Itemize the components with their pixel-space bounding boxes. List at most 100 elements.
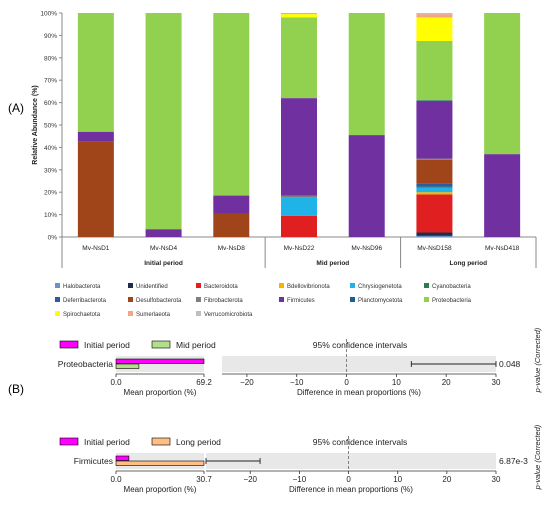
category-label: Mv-NsD96 (351, 245, 382, 252)
legend-swatch (424, 283, 429, 288)
difference-axis-title: Difference in mean proportions (%) (297, 388, 421, 397)
y-tick-label: 20% (44, 190, 57, 197)
legend-swatch (350, 283, 355, 288)
legend-swatch (55, 311, 60, 316)
mean-proportion-bar (115, 358, 205, 364)
y-tick-label: 60% (44, 100, 57, 107)
y-tick-label: 40% (44, 145, 57, 152)
y-tick-label: 0% (48, 235, 58, 242)
y-tick-label: 70% (44, 78, 57, 85)
legend-swatch (424, 297, 429, 302)
bar-segment-sumerlaeota (416, 14, 453, 18)
category-label: Mv-NsD418 (485, 245, 520, 252)
bar-segment-verrucomicrobiota (416, 13, 453, 15)
bar-segment-sumerlaeota (281, 13, 317, 15)
difference-axis-title: Difference in mean proportions (%) (289, 485, 413, 494)
legend-label: Unidentified (136, 284, 168, 290)
bar-segment-deferribacterota (416, 183, 453, 187)
bar-segment-firmicutes (281, 98, 317, 196)
bar-segment-desulfobacterota (77, 141, 114, 237)
legend-label: Initial period (84, 437, 130, 447)
legend-swatch (279, 283, 284, 288)
bar-segment-cyanobacteria (416, 186, 453, 188)
bar-segment-spirochaetota (416, 17, 453, 41)
stacked-bar-chart: 0% 10% 20% 30% 40% 50% 60% 70% 80% 90% 100% Relativ… (32, 11, 537, 318)
difference-axis-tick-label: 10 (392, 378, 401, 387)
bar-segment-proteobacteria (281, 17, 317, 99)
legend-label: Proteobacteria (432, 298, 472, 304)
category-label: Mv-NsD158 (417, 245, 452, 252)
legend-swatch (55, 283, 60, 288)
legend-swatch (151, 340, 171, 349)
legend-swatch (128, 283, 133, 288)
bar-segment-proteobacteria (213, 13, 250, 196)
legend-swatch (196, 283, 201, 288)
bar-segment-chrysiogenetota (416, 187, 453, 193)
bar-segment-fibrobacterota (416, 158, 453, 160)
difference-axis-tick-label: 30 (492, 475, 501, 484)
group-label: Initial period (144, 260, 183, 267)
legend-label: Chrysiogenetota (358, 284, 402, 290)
p-value: 0.048 (499, 359, 521, 369)
bar-segment-proteobacteria (77, 13, 114, 132)
legend-label: Firmicutes (287, 298, 315, 304)
legend-swatch (279, 297, 284, 302)
category-label: Mv-NsD22 (284, 245, 315, 252)
legend-swatch (196, 297, 201, 302)
legend-label: Desulfobacterota (136, 298, 182, 304)
difference-axis-tick-label: −10 (290, 378, 304, 387)
bar-segment-unidentified (416, 232, 453, 236)
bar-segment-planctomycetota (416, 100, 453, 102)
bar-segment-proteobacteria (348, 13, 385, 136)
mean-axis-title: Mean proportion (%) (124, 388, 197, 397)
legend-swatch (59, 437, 79, 446)
bar-segment-proteobacteria (416, 41, 453, 101)
category-label: Mv-NsD4 (150, 245, 177, 252)
ci-title: 95% confidence intervals (313, 437, 408, 447)
bar-segment-firmicutes (416, 101, 453, 159)
p-value-axis-title: p-value (Corrected) (533, 327, 542, 393)
category-label: Mv-NsD8 (218, 245, 245, 252)
mean-proportion-bar (115, 455, 130, 461)
extended-error-bar-chart-mid: Initial period Mid period 95% confidence i… (58, 327, 542, 397)
y-tick-label: 30% (44, 167, 57, 174)
legend-swatch (128, 297, 133, 302)
difference-axis-tick-label: 0 (344, 378, 349, 387)
bar-segment-spirochaetota (281, 14, 317, 18)
legend-label: Bacteroidota (204, 284, 238, 290)
bar-segment-proteobacteria (484, 13, 521, 155)
mean-axis-tick-label: 0.0 (110, 378, 122, 387)
group-label: Long period (450, 260, 488, 267)
p-value: 6.87e-3 (499, 456, 528, 466)
legend-label: Bdellovibrionota (287, 284, 330, 290)
bar-segment-bacteroidota (416, 194, 453, 233)
bar-segment-proteobacteria (145, 13, 182, 230)
bar-segment-firmicutes (213, 195, 250, 214)
y-tick-label: 10% (44, 212, 57, 219)
difference-axis-tick-label: 20 (442, 475, 451, 484)
bar-segment-firmicutes (348, 135, 385, 237)
legend-swatch (350, 297, 355, 302)
bar-segment-desulfobacterota (213, 213, 250, 237)
mean-proportion-bar (115, 460, 205, 466)
bar-segment-chrysiogenetota (281, 197, 317, 216)
legend-swatch (55, 297, 60, 302)
difference-panel-bg (206, 453, 496, 469)
legend-swatch (59, 340, 79, 349)
mean-axis-tick-label: 69.2 (196, 378, 212, 387)
legend-label: Cyanobacteria (432, 284, 471, 290)
legend-label: Deferribacterota (63, 298, 107, 304)
bar-segment-bdellovibrionota (416, 192, 453, 195)
legend-label: Long period (176, 437, 221, 447)
legend-label: Sumerlaeota (136, 312, 171, 318)
legend-label: Spirochaetota (63, 312, 101, 318)
legend-label: Verrucomicrobiota (204, 312, 253, 318)
bar-segment-firmicutes (484, 154, 521, 237)
y-tick-label: 100% (40, 11, 57, 18)
group-label: Mid period (316, 260, 349, 267)
mean-axis-title: Mean proportion (%) (124, 485, 197, 494)
legend-swatch (196, 311, 201, 316)
y-axis-title: Relative Abundance (%) (32, 85, 39, 164)
y-tick-label: 50% (44, 123, 57, 130)
